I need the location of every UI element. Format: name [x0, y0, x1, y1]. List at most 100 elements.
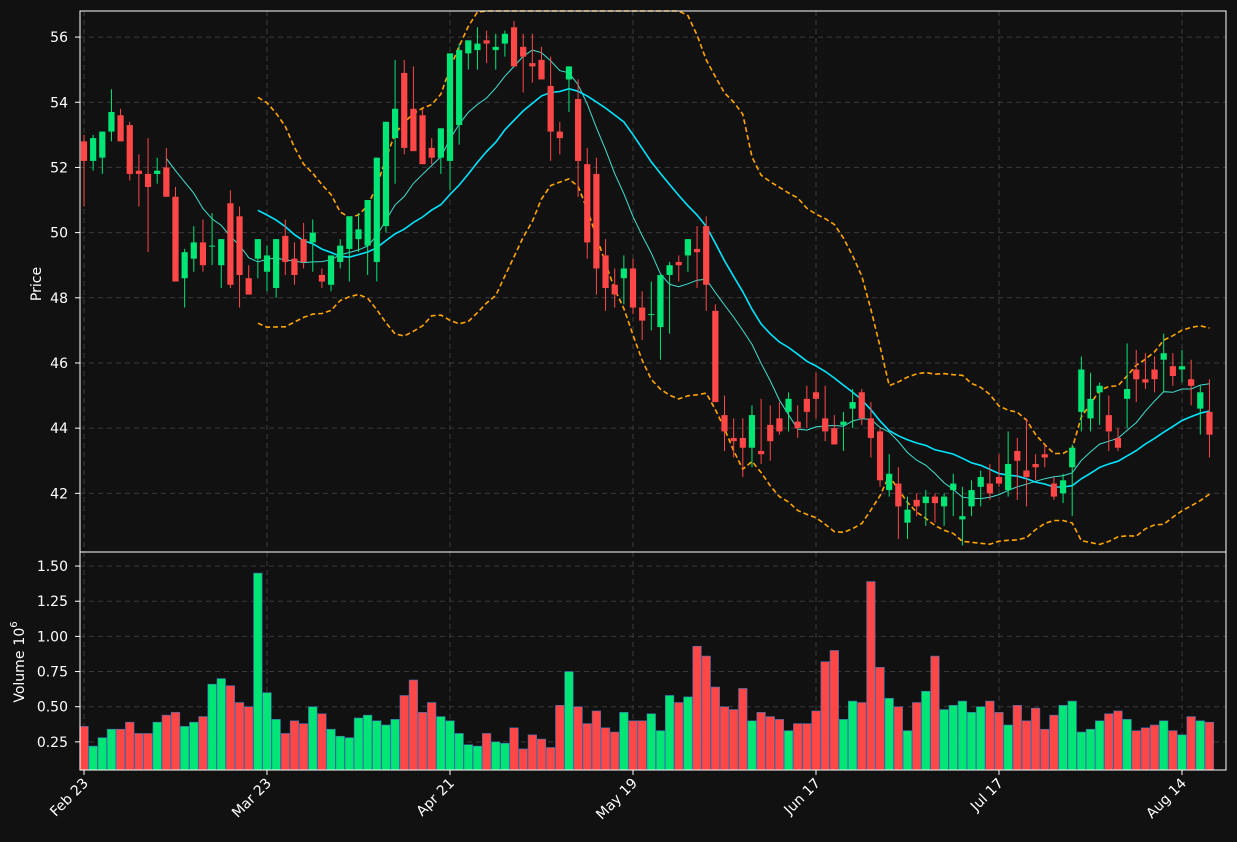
price-y-ticks: 42 44 46 48 50 52 54 56 [50, 30, 80, 502]
volume-bar [1095, 720, 1105, 771]
candle [794, 405, 801, 438]
candle-body [758, 450, 765, 455]
candle-body [456, 50, 463, 126]
candle-body [822, 418, 829, 432]
candle-body [977, 477, 984, 487]
candle-body [1014, 450, 1021, 461]
candle-body [392, 108, 399, 139]
candle [392, 59, 399, 184]
candle [739, 418, 746, 478]
volume-bar [1012, 705, 1022, 771]
candle [840, 411, 847, 451]
candle [767, 405, 774, 461]
candle-body [273, 239, 280, 289]
volume-bar [637, 720, 647, 771]
volume-bar [811, 710, 821, 771]
candle-body [950, 483, 957, 491]
volume-bar [747, 720, 757, 771]
candle-body [483, 40, 490, 44]
candle [904, 496, 911, 539]
volume-bar [1067, 700, 1077, 771]
volume-bar [582, 723, 592, 771]
volume-bar [170, 712, 181, 771]
price-tick-label: 50 [50, 226, 68, 242]
volume-axis-label-text: Volume [12, 651, 28, 703]
candle [858, 389, 865, 425]
volume-bar [97, 737, 107, 771]
volume-bar [1031, 707, 1041, 771]
candle-body [876, 431, 884, 481]
volume-bar [546, 747, 556, 771]
volume-bar [207, 683, 217, 771]
candle [263, 245, 271, 292]
candle-body [986, 483, 993, 494]
volume-bar [244, 706, 254, 771]
volume-bar [994, 712, 1004, 771]
candle-body [748, 415, 756, 448]
candle-body [1005, 464, 1012, 491]
candle-body [886, 473, 893, 491]
candle-body [794, 421, 801, 429]
candle [282, 219, 289, 275]
volume-bar [527, 734, 537, 771]
candle-body [1142, 379, 1149, 383]
price-tick-label: 48 [50, 291, 68, 307]
volume-bar [838, 719, 849, 771]
candle [611, 268, 618, 308]
candle-body [840, 421, 847, 425]
candle-body [538, 59, 545, 80]
candle-body [446, 53, 454, 161]
candle-body [428, 147, 435, 158]
volume-bar [408, 679, 419, 771]
volume-bar [738, 688, 748, 771]
volume-bar [875, 667, 885, 771]
volume-bar [610, 731, 620, 771]
candle-body [190, 242, 197, 259]
candle-body [1188, 379, 1195, 386]
candle [80, 134, 88, 207]
volume-bar [683, 696, 693, 771]
candle [1160, 333, 1167, 393]
candle [931, 493, 939, 523]
volume-bar [481, 733, 492, 771]
candle-body [1023, 470, 1030, 478]
candle [1078, 356, 1085, 432]
candle-body [218, 239, 225, 266]
volume-bar [262, 692, 272, 771]
volume-bar [427, 702, 437, 771]
candle [209, 213, 216, 266]
candle-body [80, 141, 88, 161]
volume-bar [1122, 719, 1132, 771]
lower-band [257, 177, 1210, 546]
candle [584, 147, 591, 259]
volume-bar [939, 709, 949, 771]
volume-bar [774, 719, 784, 771]
candle [465, 40, 472, 70]
candle-body [904, 509, 911, 523]
volume-bar [912, 702, 922, 771]
volume-bar [1131, 730, 1141, 771]
candle [1151, 356, 1158, 393]
candle-body [337, 245, 344, 262]
candle-body [510, 27, 518, 67]
volume-bar [1003, 724, 1013, 771]
candle-body [803, 398, 810, 412]
volume-bar [820, 661, 830, 771]
volume-bar [216, 678, 226, 771]
candle-body [620, 268, 627, 279]
candle-body [1105, 415, 1112, 432]
volume-bar [600, 727, 611, 771]
candle-body [172, 196, 179, 282]
candle-body [99, 131, 106, 158]
volume-bar [189, 721, 199, 771]
candle-body [858, 392, 865, 419]
volume-bar [1076, 731, 1086, 771]
candle [117, 108, 124, 142]
candle [721, 395, 728, 451]
candle [510, 20, 518, 67]
candle-body [1050, 483, 1057, 497]
candle-body [785, 398, 792, 412]
volume-bar [308, 706, 318, 771]
volume-bar [491, 741, 501, 771]
candle [273, 239, 280, 298]
